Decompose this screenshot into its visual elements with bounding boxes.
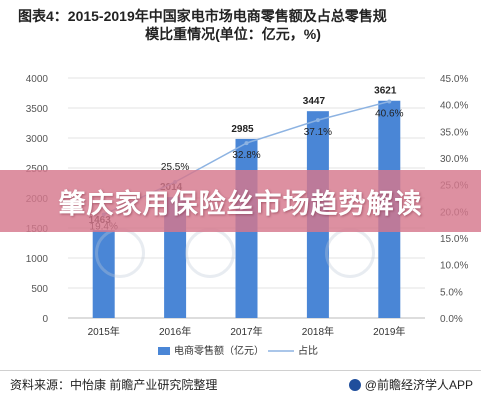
footer: 资料来源：中怡康 前瞻产业研究院整理 @前瞻经济学人APP <box>0 370 481 393</box>
brand-text: @前瞻经济学人APP <box>364 378 473 392</box>
legend-bar-swatch <box>158 347 170 355</box>
bar-value-label: 3447 <box>303 96 326 107</box>
y2-tick-label: 0.0% <box>440 314 463 325</box>
bar-value-label: 3621 <box>374 86 397 97</box>
watermark-logo <box>95 228 145 278</box>
title-line-1: 图表4：2015-2019年中国家电市场电商零售额及占总零售规 <box>18 8 387 24</box>
legend-bar-label: 电商零售额（亿元） <box>174 344 264 357</box>
y-tick-label: 0 <box>42 314 48 325</box>
y2-tick-label: 10.0% <box>440 261 468 272</box>
x-tick-label: 2016年 <box>159 325 191 338</box>
chart-title: 图表4：2015-2019年中国家电市场电商零售额及占总零售规 模比重情况(单位… <box>18 7 468 43</box>
line-point <box>315 118 320 123</box>
line-point <box>244 141 249 146</box>
y2-tick-label: 45.0% <box>440 74 468 85</box>
line-value-label: 40.6% <box>375 108 403 119</box>
source-text: 资料来源：中怡康 前瞻产业研究院整理 <box>10 378 218 392</box>
watermark-logo <box>185 228 235 278</box>
y2-tick-label: 30.0% <box>440 154 468 165</box>
y-tick-label: 3000 <box>26 134 49 145</box>
banner-text: 肇庆家用保险丝市场趋势解读 <box>58 188 423 220</box>
x-tick-label: 2018年 <box>302 325 334 338</box>
x-tick-label: 2019年 <box>373 325 405 338</box>
y2-tick-label: 40.0% <box>440 101 468 112</box>
y-tick-label: 3500 <box>26 104 49 115</box>
watermark-logo <box>325 228 375 278</box>
overlay-banner: 肇庆家用保险丝市场趋势解读 <box>0 170 481 232</box>
y-tick-label: 500 <box>31 284 48 295</box>
line-value-label: 32.8% <box>232 150 260 161</box>
y-tick-label: 1000 <box>26 254 49 265</box>
line-point <box>387 99 392 104</box>
bar-value-label: 2985 <box>231 124 254 135</box>
legend-line-label: 占比 <box>298 344 318 357</box>
y2-tick-label: 5.0% <box>440 287 463 298</box>
y-tick-label: 2500 <box>26 164 49 175</box>
x-tick-label: 2017年 <box>230 325 262 338</box>
y-tick-label: 4000 <box>26 74 49 85</box>
brand-logo-icon <box>348 378 361 391</box>
y2-tick-label: 35.0% <box>440 127 468 138</box>
title-line-2: 模比重情况(单位：亿元，%) <box>145 26 321 42</box>
y2-tick-label: 15.0% <box>440 234 468 245</box>
line-value-label: 37.1% <box>304 127 332 138</box>
chart: 050010001500200025003000350040000.0%5.0%… <box>26 74 469 357</box>
line-value-label: 25.5% <box>161 162 189 173</box>
brand: @前瞻经济学人APP <box>348 376 473 393</box>
x-tick-label: 2015年 <box>88 325 120 338</box>
